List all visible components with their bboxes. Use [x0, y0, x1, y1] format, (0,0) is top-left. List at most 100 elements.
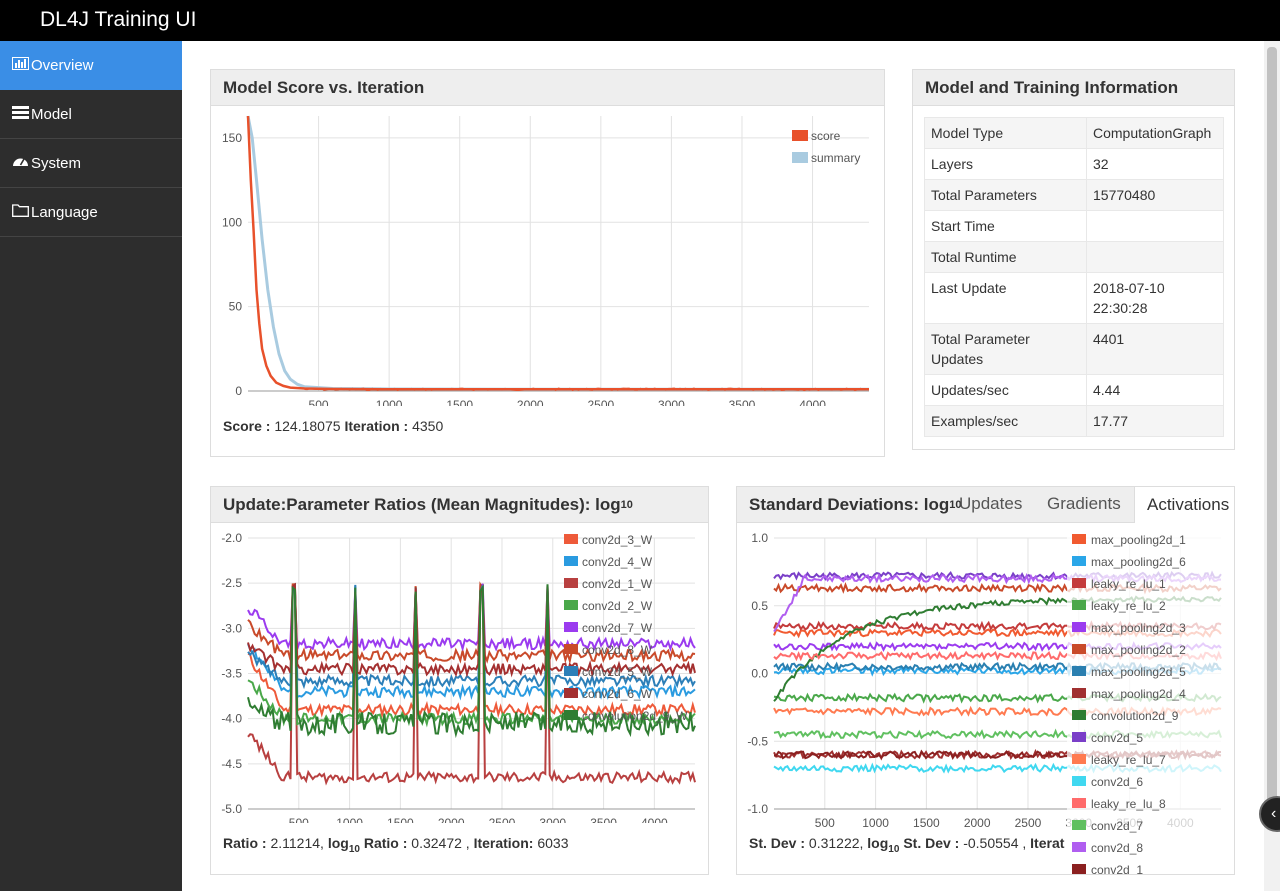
legend-label: convolution2d_9_W — [582, 709, 688, 723]
sidebar-item-label: Language — [31, 203, 98, 221]
legend-swatch — [564, 666, 578, 676]
x-tick-label: 2500 — [587, 398, 614, 406]
legend-label: conv2d_5_W — [582, 665, 653, 679]
series-line-convolution2d_9_W — [247, 584, 696, 739]
stdev-readout: St. Dev : 0.31222, log10 St. Dev : -0.50… — [749, 835, 1065, 855]
legend-label: max_pooling2d_2 — [1091, 643, 1186, 657]
legend-swatch — [1072, 666, 1086, 676]
x-tick-label: 3500 — [729, 398, 756, 406]
x-tick-label: 1000 — [336, 816, 363, 823]
tab-gradients[interactable]: Gradients — [1047, 494, 1121, 513]
info-value — [1086, 210, 1224, 242]
legend-label: max_pooling2d_1 — [1091, 533, 1186, 547]
tab-updates[interactable]: Updates — [959, 494, 1023, 513]
series-noise-score — [304, 387, 869, 392]
score-chart[interactable]: 500 1000 1500 2000 2500 3000 3500 4000 0 50 100 150… — [211, 106, 884, 406]
x-tick-label: 3500 — [590, 816, 617, 823]
sidebar-item-overview[interactable]: Overview — [0, 41, 182, 90]
legend-label: conv2d_6_W — [582, 687, 653, 701]
info-value: 4401 — [1086, 323, 1224, 375]
legend-label: max_pooling2d_4 — [1091, 687, 1186, 701]
legend-label: conv2d_1_W — [582, 577, 653, 591]
legend-swatch — [564, 622, 578, 632]
legend-label: conv2d_7 — [1091, 819, 1143, 833]
legend-label: conv2d_6 — [1091, 775, 1143, 789]
stdev-panel: Standard Deviations: log 10 500 1000 1500 20… — [736, 486, 1235, 875]
chevron-left-icon[interactable]: ‹ — [1259, 796, 1280, 832]
tab-activations[interactable]: Activations — [1134, 486, 1235, 523]
legend-label: score — [811, 129, 841, 143]
table-row: Layers 32 — [924, 148, 1224, 180]
y-tick-label: -4.5 — [221, 757, 242, 771]
scrollbar-thumb[interactable] — [1267, 47, 1277, 827]
legend-label: leaky_re_lu_1 — [1091, 577, 1166, 591]
series-line-conv2d_4_W — [247, 583, 696, 701]
stdev-chart[interactable]: 50010001500200025003000350040001.00.50.0… — [737, 523, 1234, 874]
legend-swatch — [564, 578, 578, 588]
bar-chart-icon — [12, 56, 30, 74]
x-tick-label: 2000 — [964, 816, 991, 830]
table-row: Total Runtime — [924, 241, 1224, 273]
x-tick-label: 2000 — [517, 398, 544, 406]
info-value: ComputationGraph — [1086, 117, 1224, 149]
sidebar-item-system[interactable]: System — [0, 139, 182, 188]
table-row: Examples/sec 17.77 — [924, 405, 1224, 437]
legend-background — [1067, 531, 1222, 874]
iteration-value: 4350 — [412, 418, 444, 434]
page-scrollbar[interactable] — [1264, 41, 1280, 891]
info-panel: Model and Training Information Model Typ… — [912, 69, 1235, 450]
legend-label: summary — [811, 151, 860, 165]
sidebar-item-language[interactable]: Language — [0, 188, 182, 237]
y-tick-label: 50 — [229, 300, 243, 314]
x-tick-label: 500 — [309, 398, 329, 406]
ratio-chart[interactable]: 500 1000 1500 2000 2500 3000 3500 4000 -2.0 -2.5 -… — [211, 523, 708, 823]
info-value: 2018-07-10 22:30:28 — [1086, 272, 1224, 324]
table-row: Total Parameters 15770480 — [924, 179, 1224, 211]
legend-swatch — [1072, 798, 1086, 808]
info-table: Model Type ComputationGraph Layers 32 Total … — [924, 117, 1224, 437]
x-tick-label: 2000 — [438, 816, 465, 823]
info-value — [1086, 241, 1224, 273]
x-tick-label: 500 — [289, 816, 309, 823]
info-value: 32 — [1086, 148, 1224, 180]
series-line-conv2d_1_W — [247, 583, 696, 786]
x-tick-label: 3000 — [539, 816, 566, 823]
legend-label: conv2d_1 — [1091, 863, 1143, 874]
legend-label: conv2d_5 — [1091, 731, 1143, 745]
legend-swatch — [1072, 776, 1086, 786]
x-tick-label: 2500 — [1015, 816, 1042, 830]
y-tick-label: 150 — [222, 131, 242, 145]
sidebar-item-model[interactable]: Model — [0, 90, 182, 139]
score-value: 124.18075 — [274, 418, 341, 434]
series-line-summary — [246, 115, 869, 391]
app-title: DL4J Training UI — [40, 8, 197, 31]
legend-swatch — [1072, 754, 1086, 764]
legend-label: max_pooling2d_3 — [1091, 621, 1186, 635]
x-tick-label: 3000 — [658, 398, 685, 406]
score-panel: Model Score vs. Iteration 500 1000 1500 200… — [210, 69, 885, 457]
series-line-conv2d_6_W — [247, 582, 696, 678]
legend-swatch — [564, 534, 578, 544]
legend-label: conv2d_2_W — [582, 599, 653, 613]
ratio-panel: Update:Parameter Ratios (Mean Magnitudes… — [210, 486, 709, 875]
table-row: Model Type ComputationGraph — [924, 117, 1224, 149]
series-line-score — [246, 115, 869, 391]
y-tick-label: -2.5 — [221, 576, 242, 590]
x-tick-label: 4000 — [799, 398, 826, 406]
info-key: Updates/sec — [924, 374, 1087, 406]
legend-label: conv2d_8_W — [582, 643, 653, 657]
legend-swatch — [1072, 820, 1086, 830]
series-line-conv2d_3_W — [247, 583, 696, 719]
legend-swatch — [1072, 732, 1086, 742]
info-key: Total Parameters — [924, 179, 1087, 211]
x-tick-label: 1500 — [446, 398, 473, 406]
y-tick-label: -3.5 — [221, 667, 242, 681]
legend-label: convolution2d_9 — [1091, 709, 1179, 723]
table-row: Last Update 2018-07-10 22:30:28 — [924, 272, 1224, 324]
legend-swatch — [1072, 622, 1086, 632]
y-tick-label: -4.0 — [221, 712, 242, 726]
y-tick-label: 100 — [222, 215, 242, 229]
info-value: 17.77 — [1086, 405, 1224, 437]
x-tick-label: 1000 — [376, 398, 403, 406]
legend-swatch — [564, 710, 578, 720]
